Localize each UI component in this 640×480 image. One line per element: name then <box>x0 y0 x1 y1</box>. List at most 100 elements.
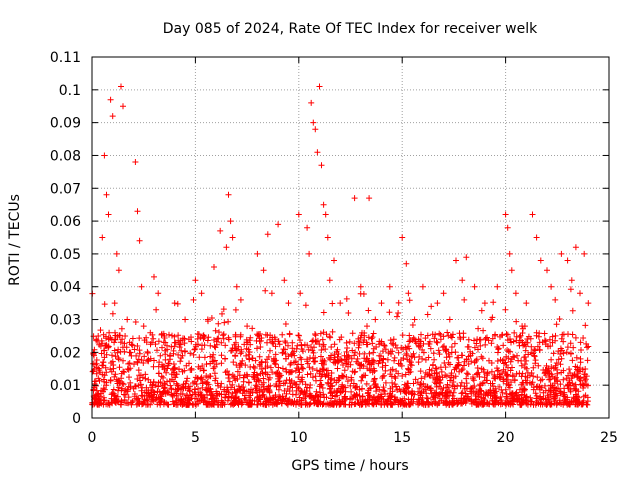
data-point <box>201 342 208 349</box>
data-point <box>136 399 143 406</box>
data-point <box>217 384 224 391</box>
data-point <box>132 319 139 325</box>
data-point <box>231 386 238 393</box>
data-point <box>540 389 547 396</box>
data-point <box>370 345 377 352</box>
data-point <box>125 394 132 401</box>
data-point <box>144 401 151 408</box>
data-point <box>141 337 148 344</box>
data-point <box>288 369 294 376</box>
data-point <box>220 306 227 313</box>
data-point <box>126 374 132 381</box>
data-point <box>264 363 271 370</box>
data-point <box>252 357 259 364</box>
data-point <box>337 388 344 395</box>
data-point <box>504 371 511 378</box>
data-point <box>503 362 510 368</box>
data-point <box>520 342 527 349</box>
data-point <box>169 398 176 405</box>
data-point <box>356 401 363 408</box>
data-point <box>342 384 349 391</box>
data-point <box>304 224 311 231</box>
data-point <box>355 344 362 351</box>
data-point <box>205 334 212 341</box>
data-point <box>442 347 449 354</box>
data-point <box>147 329 154 336</box>
data-point <box>326 333 333 340</box>
data-point <box>264 339 270 346</box>
data-point <box>208 315 215 321</box>
data-point <box>480 379 487 386</box>
data-point <box>578 347 584 353</box>
data-point <box>545 396 552 403</box>
data-point <box>513 370 520 377</box>
data-point <box>187 383 193 390</box>
data-point <box>536 386 543 393</box>
data-point <box>110 390 117 397</box>
data-point <box>107 377 114 383</box>
data-point <box>418 331 424 338</box>
data-point <box>362 358 369 365</box>
data-point <box>175 386 182 392</box>
data-point <box>329 300 336 307</box>
data-point <box>369 340 376 347</box>
data-point <box>428 367 435 374</box>
data-point <box>348 376 355 383</box>
data-point <box>395 349 402 356</box>
data-point <box>457 400 464 407</box>
data-point <box>434 339 441 346</box>
data-point <box>431 335 438 342</box>
data-point <box>328 370 335 376</box>
data-point <box>293 365 300 372</box>
data-point <box>447 377 453 384</box>
data-point <box>438 397 445 404</box>
data-point <box>177 391 184 398</box>
data-point <box>132 159 139 165</box>
data-point <box>399 234 406 241</box>
data-point <box>183 362 190 369</box>
data-point <box>499 370 505 377</box>
data-point <box>246 349 253 355</box>
data-point <box>366 385 373 392</box>
data-point <box>343 356 350 363</box>
data-point <box>265 383 272 390</box>
data-point <box>166 353 173 360</box>
data-point <box>386 283 393 290</box>
y-tick-label: 0 <box>72 411 81 427</box>
data-point <box>458 367 465 374</box>
data-point <box>469 350 476 357</box>
data-point <box>227 218 234 225</box>
data-point <box>120 381 127 388</box>
data-point <box>386 309 393 316</box>
data-point <box>100 385 107 392</box>
data-point <box>139 374 146 381</box>
data-point <box>445 359 452 366</box>
data-point <box>488 360 495 366</box>
data-point <box>564 383 571 389</box>
data-point <box>558 250 565 257</box>
data-point <box>387 385 394 392</box>
data-point <box>563 349 570 356</box>
data-point <box>137 381 144 388</box>
data-point <box>182 385 189 392</box>
data-point <box>371 375 378 382</box>
data-point <box>327 380 334 387</box>
data-point <box>207 353 214 360</box>
data-point <box>478 388 485 395</box>
data-point <box>312 126 319 133</box>
data-point <box>369 334 376 341</box>
data-point <box>211 397 218 404</box>
data-point <box>409 322 416 328</box>
data-point <box>190 380 196 386</box>
data-point <box>462 390 469 397</box>
data-point <box>235 401 242 408</box>
data-point <box>107 96 114 103</box>
data-point <box>199 379 206 386</box>
data-point <box>221 319 228 326</box>
data-point <box>396 386 403 392</box>
data-point <box>387 337 394 344</box>
data-point <box>521 387 528 394</box>
data-point <box>233 362 240 368</box>
data-point <box>462 399 469 406</box>
data-point <box>378 391 384 398</box>
